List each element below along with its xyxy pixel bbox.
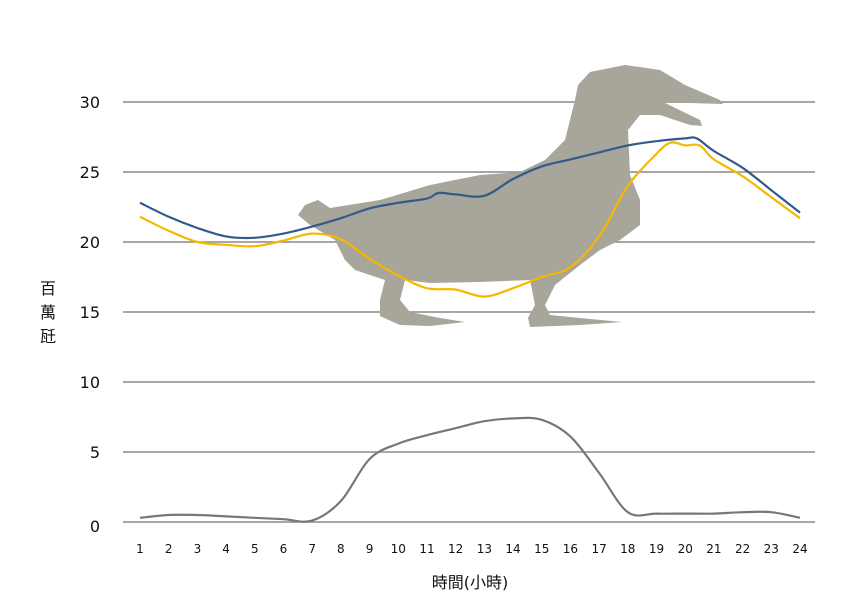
- x-tick-label: 20: [678, 542, 693, 556]
- x-tick-label: 14: [505, 542, 520, 556]
- x-axis-ticks: 1 2 3 4 5 6 7 8 9 10 11 12 13 14 15 16 17 18 19 20 21 22 23 24: [136, 542, 807, 556]
- y-axis-label-char: 瓩: [40, 327, 56, 346]
- y-tick-label: 15: [80, 303, 100, 322]
- gridlines: [123, 101, 815, 523]
- y-tick-label: 20: [80, 233, 100, 252]
- x-tick-label: 22: [735, 542, 750, 556]
- x-tick-label: 19: [649, 542, 664, 556]
- x-tick-label: 8: [337, 542, 345, 556]
- series-line-blue: [139, 136, 801, 240]
- series-line-gray: [139, 416, 801, 523]
- x-tick-label: 2: [165, 542, 173, 556]
- x-tick-label: 7: [308, 542, 316, 556]
- x-tick-label: 4: [222, 542, 230, 556]
- duck-silhouette: [298, 65, 723, 327]
- x-tick-label: 5: [251, 542, 259, 556]
- x-tick-label: 17: [591, 542, 606, 556]
- x-tick-label: 18: [620, 542, 635, 556]
- x-tick-label: 24: [792, 542, 807, 556]
- x-tick-label: 11: [419, 542, 434, 556]
- x-tick-label: 16: [563, 542, 578, 556]
- y-tick-label: 10: [80, 373, 100, 392]
- x-tick-label: 12: [448, 542, 463, 556]
- x-tick-label: 9: [366, 542, 374, 556]
- x-tick-label: 10: [391, 542, 406, 556]
- y-axis-label-char: 萬: [40, 303, 56, 322]
- series-line-yellow: [139, 141, 801, 298]
- y-tick-label: 5: [90, 443, 100, 462]
- x-tick-label: 15: [534, 542, 549, 556]
- x-tick-label: 13: [477, 542, 492, 556]
- y-tick-label: 25: [80, 163, 100, 182]
- y-tick-label: 30: [80, 93, 100, 112]
- series-lines: [139, 136, 801, 523]
- x-tick-label: 1: [136, 542, 144, 556]
- y-axis-label-char: 百: [40, 279, 56, 298]
- y-tick-label: 0: [90, 517, 100, 536]
- x-axis-label: 時間(小時): [432, 573, 509, 592]
- y-axis-ticks: 0 5 10 15 20 25 30: [80, 93, 100, 536]
- x-tick-label: 21: [706, 542, 721, 556]
- y-axis-label: 百 萬 瓩: [40, 279, 56, 346]
- x-tick-label: 3: [194, 542, 202, 556]
- x-tick-label: 23: [764, 542, 779, 556]
- x-tick-label: 6: [280, 542, 288, 556]
